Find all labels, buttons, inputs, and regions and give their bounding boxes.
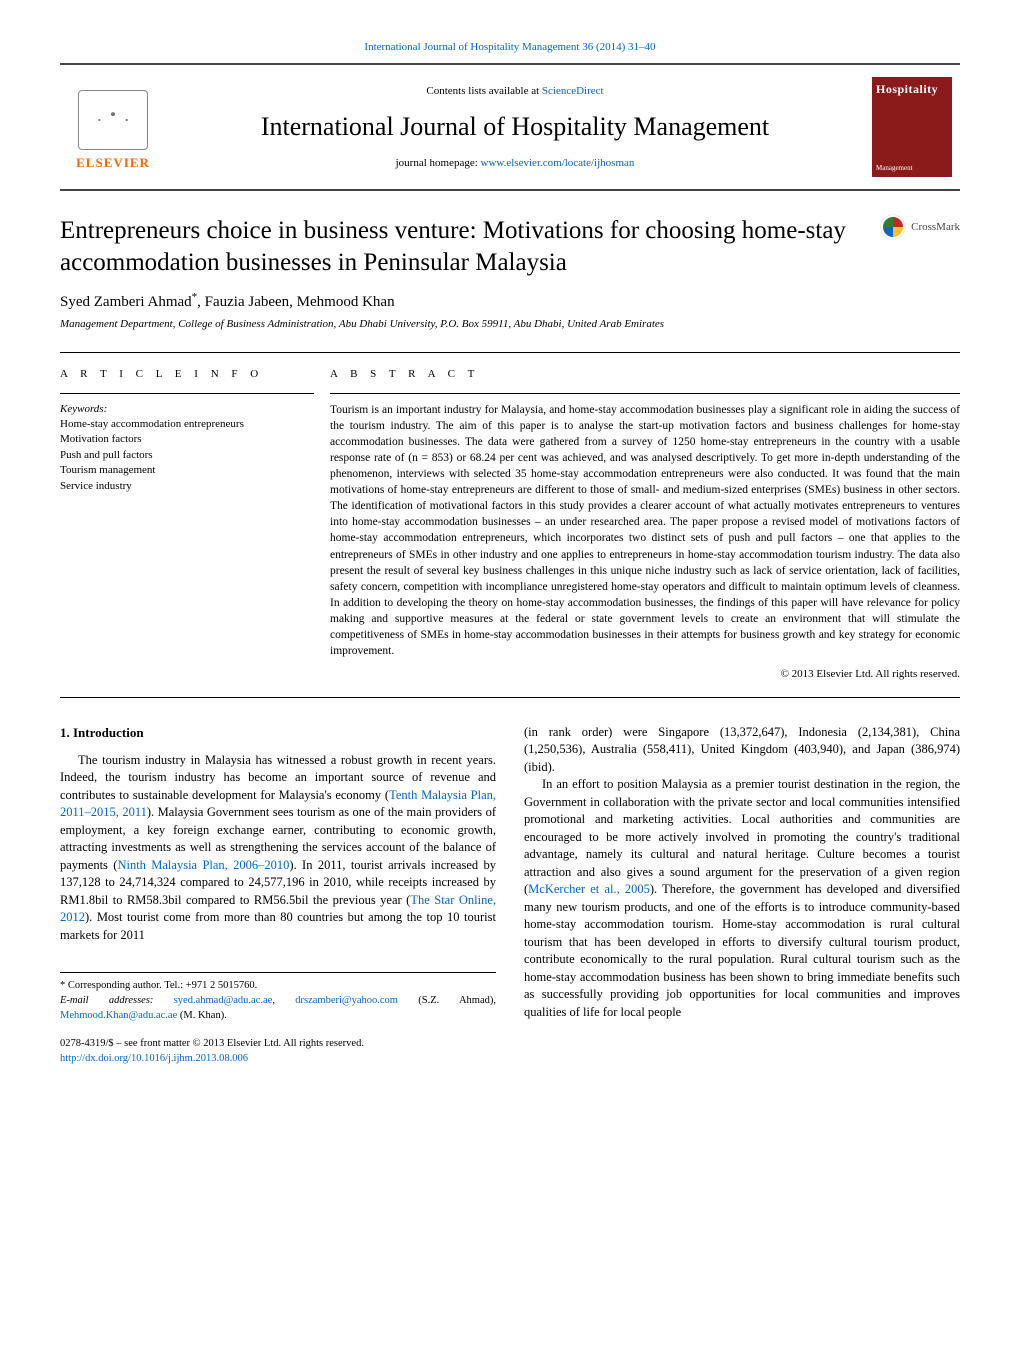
body-columns: 1. Introduction The tourism industry in …	[60, 724, 960, 1067]
doi-link[interactable]: http://dx.doi.org/10.1016/j.ijhm.2013.08…	[60, 1053, 248, 1064]
crossmark-label: CrossMark	[911, 220, 960, 235]
article-title: Entrepreneurs choice in business venture…	[60, 215, 861, 278]
article-info-heading: a r t i c l e i n f o	[60, 367, 314, 382]
intro-paragraph: The tourism industry in Malaysia has wit…	[60, 752, 496, 945]
right-column: (in rank order) were Singapore (13,372,6…	[524, 724, 960, 1067]
affiliation: Management Department, College of Busine…	[60, 317, 960, 332]
footnotes: * Corresponding author. Tel.: +971 2 501…	[60, 972, 496, 1023]
keywords-label: Keywords:	[60, 402, 314, 417]
email-link[interactable]: syed.ahmad@adu.ac.ae	[174, 995, 273, 1006]
keyword: Push and pull factors	[60, 448, 314, 463]
authors-rest: , Fauzia Jabeen, Mehmood Khan	[197, 294, 394, 310]
journal-cover-thumbnail: Hospitality Management	[872, 77, 952, 177]
keyword: Motivation factors	[60, 432, 314, 447]
abstract-heading: a b s t r a c t	[330, 367, 960, 382]
left-column: 1. Introduction The tourism industry in …	[60, 724, 496, 1067]
citation-link[interactable]: McKercher et al., 2005	[528, 882, 650, 896]
abstract-column: a b s t r a c t Tourism is an important …	[330, 353, 960, 696]
body-paragraph: In an effort to position Malaysia as a p…	[524, 776, 960, 1021]
info-abstract-block: a r t i c l e i n f o Keywords: Home-sta…	[60, 352, 960, 697]
citation-link[interactable]: Ninth Malaysia Plan, 2006–2010	[117, 858, 289, 872]
body-text: In an effort to position Malaysia as a p…	[524, 777, 960, 896]
email-after: (M. Khan).	[177, 1010, 227, 1021]
email-link[interactable]: drszamberi@yahoo.com	[295, 995, 398, 1006]
email-link[interactable]: Mehmood.Khan@adu.ac.ae	[60, 1010, 177, 1021]
homepage-prefix: journal homepage:	[396, 157, 481, 169]
journal-header: ELSEVIER Contents lists available at Sci…	[60, 63, 960, 191]
body-text: ). Therefore, the government has develop…	[524, 882, 960, 1019]
email-line: E-mail addresses: syed.ahmad@adu.ac.ae, …	[60, 994, 496, 1023]
author-primary: Syed Zamberi Ahmad	[60, 294, 192, 310]
elsevier-tree-icon	[78, 90, 148, 150]
corresponding-author-note: * Corresponding author. Tel.: +971 2 501…	[60, 979, 496, 994]
email-label: E-mail addresses:	[60, 995, 174, 1006]
abstract-text: Tourism is an important industry for Mal…	[330, 402, 960, 660]
email-after: (S.Z. Ahmad),	[398, 995, 496, 1006]
cover-title: Hospitality	[876, 81, 948, 98]
divider	[330, 393, 960, 394]
publisher-name: ELSEVIER	[76, 154, 150, 172]
crossmark-badge[interactable]: CrossMark	[881, 215, 960, 239]
footer-meta: 0278-4319/$ – see front matter © 2013 El…	[60, 1037, 496, 1066]
citation-link[interactable]: International Journal of Hospitality Man…	[364, 41, 655, 53]
keyword: Home-stay accommodation entrepreneurs	[60, 417, 314, 432]
body-paragraph: (in rank order) were Singapore (13,372,6…	[524, 724, 960, 777]
elsevier-logo: ELSEVIER	[68, 82, 158, 172]
divider	[60, 393, 314, 394]
article-info-column: a r t i c l e i n f o Keywords: Home-sta…	[60, 353, 330, 696]
keywords-list: Home-stay accommodation entrepreneurs Mo…	[60, 417, 314, 494]
cover-subtitle: Management	[876, 164, 948, 174]
abstract-copyright: © 2013 Elsevier Ltd. All rights reserved…	[330, 667, 960, 682]
journal-name: International Journal of Hospitality Man…	[174, 109, 856, 145]
sep: ,	[272, 995, 295, 1006]
body-text: ). Most tourist come from more than 80 c…	[60, 910, 496, 942]
header-center: Contents lists available at ScienceDirec…	[174, 84, 856, 171]
issn-line: 0278-4319/$ – see front matter © 2013 El…	[60, 1037, 496, 1052]
journal-homepage: journal homepage: www.elsevier.com/locat…	[174, 156, 856, 171]
keyword: Service industry	[60, 479, 314, 494]
section-heading-intro: 1. Introduction	[60, 724, 496, 742]
authors: Syed Zamberi Ahmad*, Fauzia Jabeen, Mehm…	[60, 290, 960, 313]
contents-available: Contents lists available at ScienceDirec…	[174, 84, 856, 99]
sciencedirect-link[interactable]: ScienceDirect	[542, 85, 604, 97]
crossmark-icon	[881, 215, 905, 239]
homepage-link[interactable]: www.elsevier.com/locate/ijhosman	[481, 157, 635, 169]
journal-citation: International Journal of Hospitality Man…	[60, 40, 960, 55]
keyword: Tourism management	[60, 463, 314, 478]
contents-prefix: Contents lists available at	[426, 85, 541, 97]
